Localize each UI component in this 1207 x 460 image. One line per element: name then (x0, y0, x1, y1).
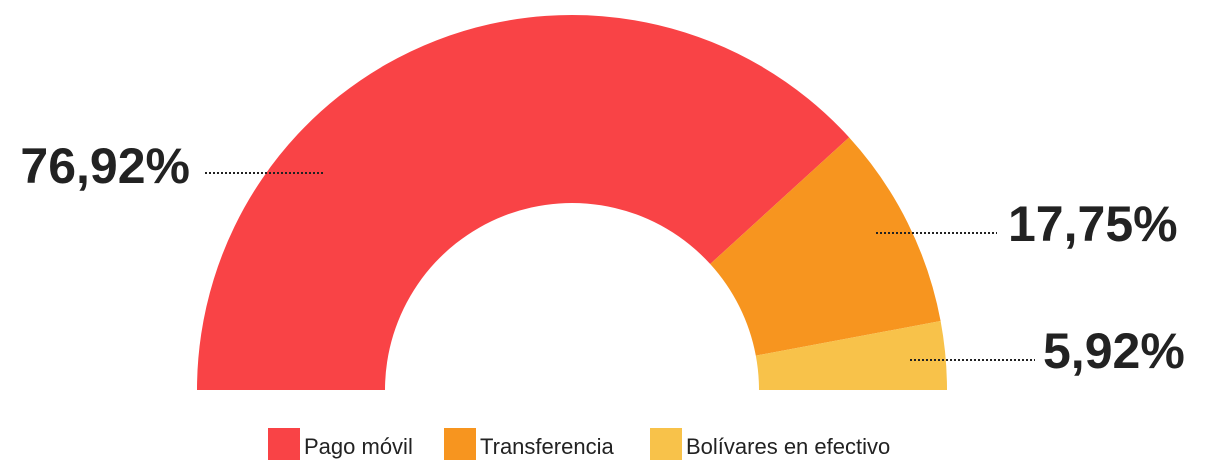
legend-swatch (650, 428, 682, 460)
legend-swatch (444, 428, 476, 460)
slice (710, 137, 941, 356)
slice (197, 15, 850, 390)
legend-label: Bolívares en efectivo (686, 434, 890, 459)
value-label: 17,75% (1008, 196, 1178, 252)
slice (755, 321, 947, 390)
legend-label: Pago móvil (304, 434, 413, 459)
legend-label: Transferencia (480, 434, 614, 459)
legend-swatch (268, 428, 300, 460)
value-label: 5,92% (1043, 323, 1185, 379)
value-label: 76,92% (20, 138, 190, 194)
